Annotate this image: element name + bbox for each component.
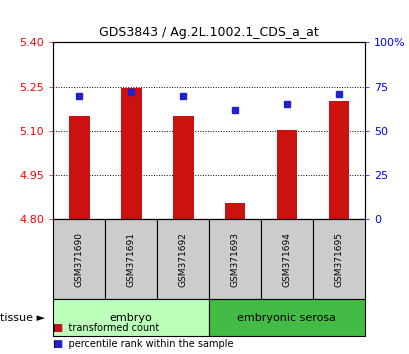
Bar [276,130,297,219]
Bar [209,299,364,336]
Text: ■  percentile rank within the sample: ■ percentile rank within the sample [53,339,233,349]
Text: GSM371691: GSM371691 [126,232,135,287]
Bar [224,203,245,219]
Title: GDS3843 / Ag.2L.1002.1_CDS_a_at: GDS3843 / Ag.2L.1002.1_CDS_a_at [99,25,318,39]
Text: ■: ■ [53,339,63,349]
Bar [53,219,105,299]
Bar [157,219,209,299]
Text: tissue ►: tissue ► [0,313,45,323]
Text: GSM371695: GSM371695 [334,232,343,287]
Text: embryo: embryo [110,313,152,323]
Bar [261,219,312,299]
Text: GSM371693: GSM371693 [230,232,239,287]
Bar [69,116,90,219]
Text: ■  transformed count: ■ transformed count [53,323,159,333]
Bar [209,219,261,299]
Bar [53,299,209,336]
Bar [328,102,348,219]
Text: GSM371690: GSM371690 [74,232,83,287]
Text: GSM371692: GSM371692 [178,232,187,287]
Bar [172,116,193,219]
Text: embryonic serosa: embryonic serosa [237,313,336,323]
Bar [105,219,157,299]
Bar [312,219,364,299]
Text: GSM371694: GSM371694 [282,232,291,287]
Bar [121,88,141,219]
Text: ■: ■ [53,323,63,333]
